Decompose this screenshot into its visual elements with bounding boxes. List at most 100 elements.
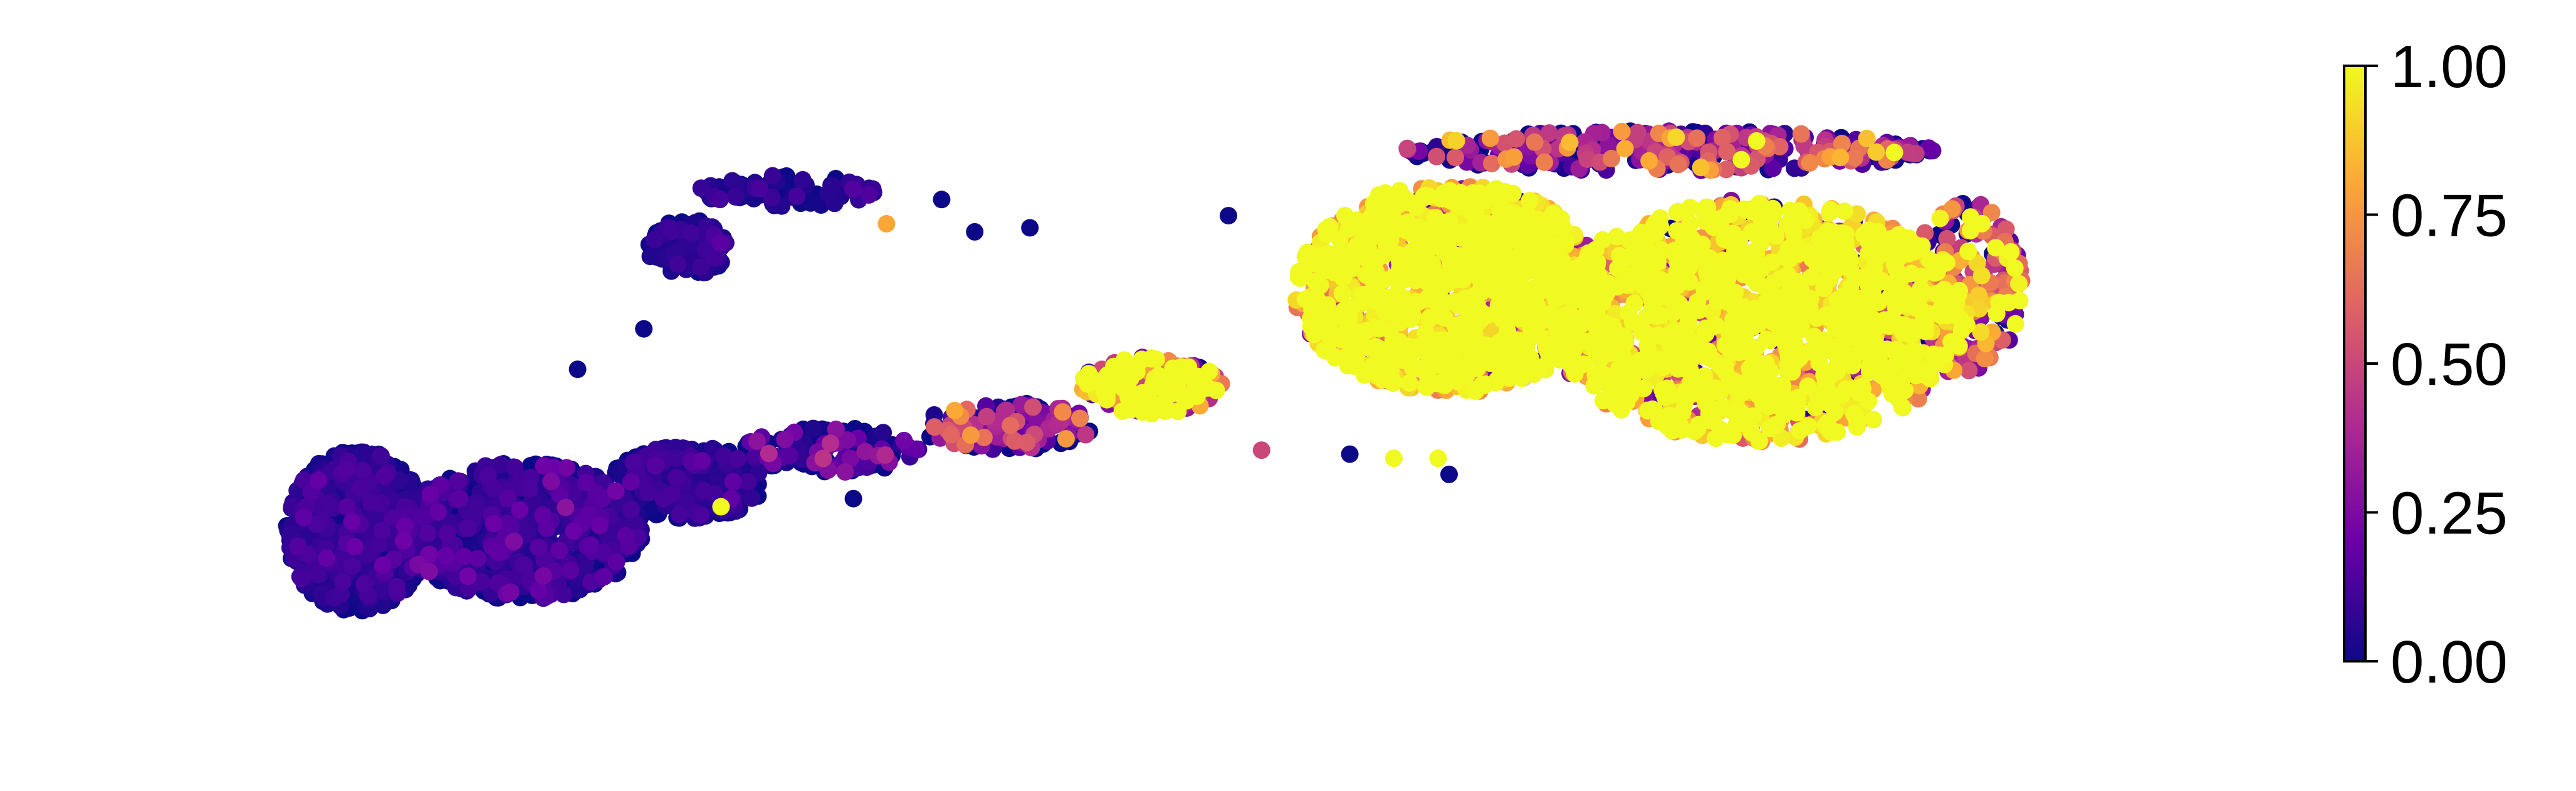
scatter-point bbox=[635, 320, 653, 338]
scatter-point bbox=[373, 521, 391, 539]
scatter-point bbox=[396, 517, 414, 535]
scatter-point bbox=[1381, 321, 1400, 339]
scatter-point bbox=[337, 461, 355, 479]
scatter-point bbox=[501, 583, 520, 601]
scatter-point bbox=[515, 556, 533, 574]
scatter-point bbox=[1506, 216, 1524, 234]
scatter-point bbox=[375, 468, 394, 485]
scatter-point bbox=[1528, 296, 1546, 314]
scatter-point bbox=[372, 447, 390, 465]
scatter-point bbox=[966, 223, 984, 241]
scatter-point bbox=[1507, 130, 1526, 148]
scatter-point bbox=[1071, 409, 1089, 427]
scatter-point bbox=[876, 446, 894, 464]
scatter-point bbox=[693, 452, 711, 470]
scatter-point bbox=[776, 431, 794, 449]
scatter-point bbox=[429, 503, 447, 521]
scatter-point bbox=[933, 191, 951, 209]
scatter-point bbox=[1603, 150, 1621, 167]
scatter-point bbox=[1792, 125, 1810, 143]
scatter-point bbox=[1846, 149, 1863, 167]
scatter-point bbox=[449, 472, 467, 490]
scatter-point bbox=[844, 490, 862, 508]
scatter-point bbox=[1801, 154, 1819, 172]
scatter-point bbox=[1555, 220, 1573, 238]
scatter-point bbox=[1005, 432, 1024, 450]
scatter-point bbox=[1368, 227, 1386, 245]
scatter-point bbox=[975, 429, 993, 446]
scatter-point bbox=[1352, 246, 1370, 264]
scatter-point bbox=[723, 172, 741, 190]
scatter-point bbox=[352, 479, 369, 497]
scatter-point bbox=[479, 467, 497, 485]
scatter-point bbox=[1440, 191, 1458, 209]
scatter-point bbox=[1369, 186, 1388, 204]
scatter-point bbox=[1367, 338, 1385, 355]
scatter-point bbox=[530, 538, 548, 557]
scatter-point bbox=[338, 498, 356, 516]
scatter-point bbox=[1077, 426, 1095, 444]
scatter-point bbox=[451, 490, 469, 508]
scatter-point bbox=[355, 575, 374, 593]
scatter-point bbox=[1916, 224, 1934, 242]
scatter-point bbox=[607, 553, 626, 571]
scatter-point bbox=[320, 495, 338, 513]
scatter-point bbox=[925, 418, 943, 436]
scatter-point bbox=[625, 454, 643, 472]
scatter-point bbox=[1080, 365, 1097, 383]
scatter-point bbox=[946, 402, 964, 419]
scatter-point bbox=[683, 224, 700, 242]
scatter-point bbox=[529, 581, 547, 599]
scatter-point bbox=[595, 568, 613, 586]
scatter-point bbox=[622, 500, 641, 518]
scatter-point bbox=[1487, 374, 1505, 392]
scatter-point bbox=[962, 426, 980, 444]
scatter-point bbox=[420, 545, 438, 563]
scatter-point bbox=[309, 566, 327, 584]
scatter-point bbox=[1468, 259, 1486, 277]
scatter-point bbox=[557, 498, 575, 516]
scatter-point bbox=[1667, 128, 1685, 146]
scatter-point bbox=[1495, 243, 1513, 261]
scatter-point bbox=[562, 562, 580, 580]
scatter-point bbox=[1531, 243, 1549, 261]
scatter-point bbox=[751, 179, 769, 197]
scatter-point bbox=[814, 449, 832, 468]
scatter-point bbox=[1442, 370, 1459, 389]
scatter-point bbox=[1054, 403, 1072, 421]
scatter-point bbox=[1398, 139, 1416, 157]
scatter-point bbox=[726, 187, 745, 206]
scatter-point bbox=[711, 234, 730, 252]
scatter-point bbox=[1764, 159, 1782, 177]
scatter-point bbox=[1507, 293, 1525, 311]
scatter-point bbox=[1252, 441, 1270, 459]
scatter-point bbox=[647, 456, 664, 474]
scatter-point bbox=[877, 215, 896, 233]
scatter-point bbox=[1198, 379, 1217, 397]
scatter-point bbox=[1468, 333, 1486, 351]
scatter-point bbox=[375, 582, 392, 600]
scatter-point bbox=[739, 473, 757, 491]
scatter-point bbox=[1430, 294, 1448, 312]
scatter-point bbox=[459, 567, 477, 585]
scatter-point bbox=[1997, 220, 2015, 238]
scatter-point bbox=[1123, 390, 1141, 409]
scatter-point bbox=[1479, 275, 1497, 293]
scatter-point bbox=[724, 473, 742, 491]
scatter-point bbox=[662, 485, 681, 503]
scatter-point bbox=[1002, 416, 1020, 434]
scatter-point bbox=[1414, 268, 1432, 286]
scatter-point bbox=[1467, 228, 1484, 246]
scatter-point bbox=[743, 489, 761, 507]
scatter-point bbox=[542, 473, 560, 491]
scatter-point bbox=[1114, 375, 1132, 393]
scatter-point bbox=[1556, 236, 1574, 254]
scatter-point bbox=[1546, 327, 1564, 345]
scatter-point bbox=[692, 179, 710, 197]
scatter-point bbox=[1428, 147, 1445, 165]
scatter-point bbox=[594, 490, 612, 508]
scatter-point bbox=[1457, 289, 1475, 307]
scatter-point bbox=[520, 479, 538, 498]
scatter-point bbox=[908, 440, 926, 458]
scatter-point bbox=[1511, 276, 1529, 294]
